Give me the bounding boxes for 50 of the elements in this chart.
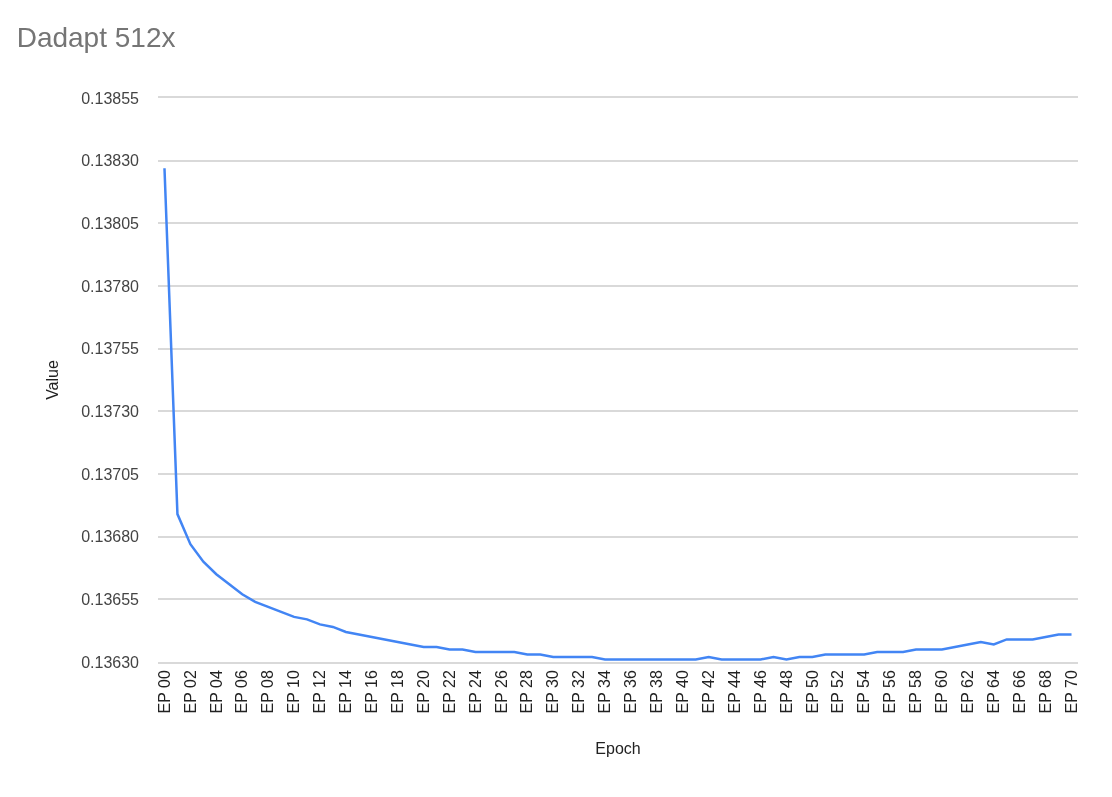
x-tick-label: EP 22 [440, 670, 458, 714]
line-series [163, 166, 1073, 661]
x-tick-label: EP 06 [233, 670, 251, 714]
x-tick-label: EP 10 [285, 670, 303, 714]
x-tick-label: EP 12 [311, 670, 329, 714]
x-tick-label: EP 62 [959, 670, 977, 714]
x-tick-label: EP 56 [881, 670, 899, 714]
x-tick-label: EP 60 [933, 670, 951, 714]
x-tick-label: EP 68 [1036, 670, 1054, 714]
y-tick-label: 0.13730 [81, 402, 140, 420]
y-tick-label: 0.13755 [81, 340, 140, 358]
y-tick-label: 0.13780 [81, 277, 140, 295]
x-tick-label: EP 48 [777, 670, 795, 714]
y-tick-label: 0.13705 [81, 465, 140, 483]
x-tick-label: EP 24 [466, 670, 484, 714]
x-tick-label: EP 32 [570, 670, 588, 714]
y-tick-label: 0.13830 [81, 152, 140, 170]
x-tick-label: EP 34 [596, 670, 614, 714]
x-tick-label: EP 44 [725, 670, 743, 714]
x-tick-label: EP 40 [673, 670, 691, 714]
x-tick-label: EP 20 [414, 670, 432, 714]
x-tick-label: EP 14 [337, 670, 355, 714]
y-tick-label: 0.13630 [81, 653, 140, 671]
y-tick-label: 0.13855 [81, 89, 140, 107]
y-tick-label: 0.13805 [81, 214, 140, 232]
x-tick-label: EP 50 [803, 670, 821, 714]
x-tick-label: EP 64 [984, 670, 1002, 714]
x-tick-label: EP 38 [648, 670, 666, 714]
x-tick-label: EP 18 [388, 670, 406, 714]
x-tick-label: EP 58 [907, 670, 925, 714]
x-tick-label: EP 30 [544, 670, 562, 714]
y-tick-label: 0.13680 [81, 528, 140, 546]
x-tick-label: EP 00 [155, 670, 173, 714]
chart-title: Dadapt 512x [16, 22, 176, 54]
x-tick-label: EP 02 [181, 670, 199, 714]
x-tick-label: EP 16 [363, 670, 380, 714]
x-tick-label: EP 52 [829, 670, 847, 714]
x-tick-label: EP 36 [622, 670, 640, 714]
y-axis-title: Value [44, 360, 62, 400]
x-tick-label: EP 46 [751, 670, 769, 714]
x-axis-title: Epoch [595, 739, 641, 757]
x-tick-label: EP 04 [207, 670, 225, 714]
x-tick-label: EP 66 [1010, 670, 1028, 714]
x-tick-label: EP 26 [492, 670, 510, 714]
x-tick-label: EP 08 [259, 670, 277, 714]
x-tick-label: EP 42 [699, 670, 717, 714]
x-tick-label: EP 28 [518, 670, 536, 714]
x-tick-label: EP 70 [1062, 670, 1080, 714]
x-tick-label: EP 54 [855, 670, 873, 714]
y-tick-label: 0.13655 [81, 590, 140, 608]
